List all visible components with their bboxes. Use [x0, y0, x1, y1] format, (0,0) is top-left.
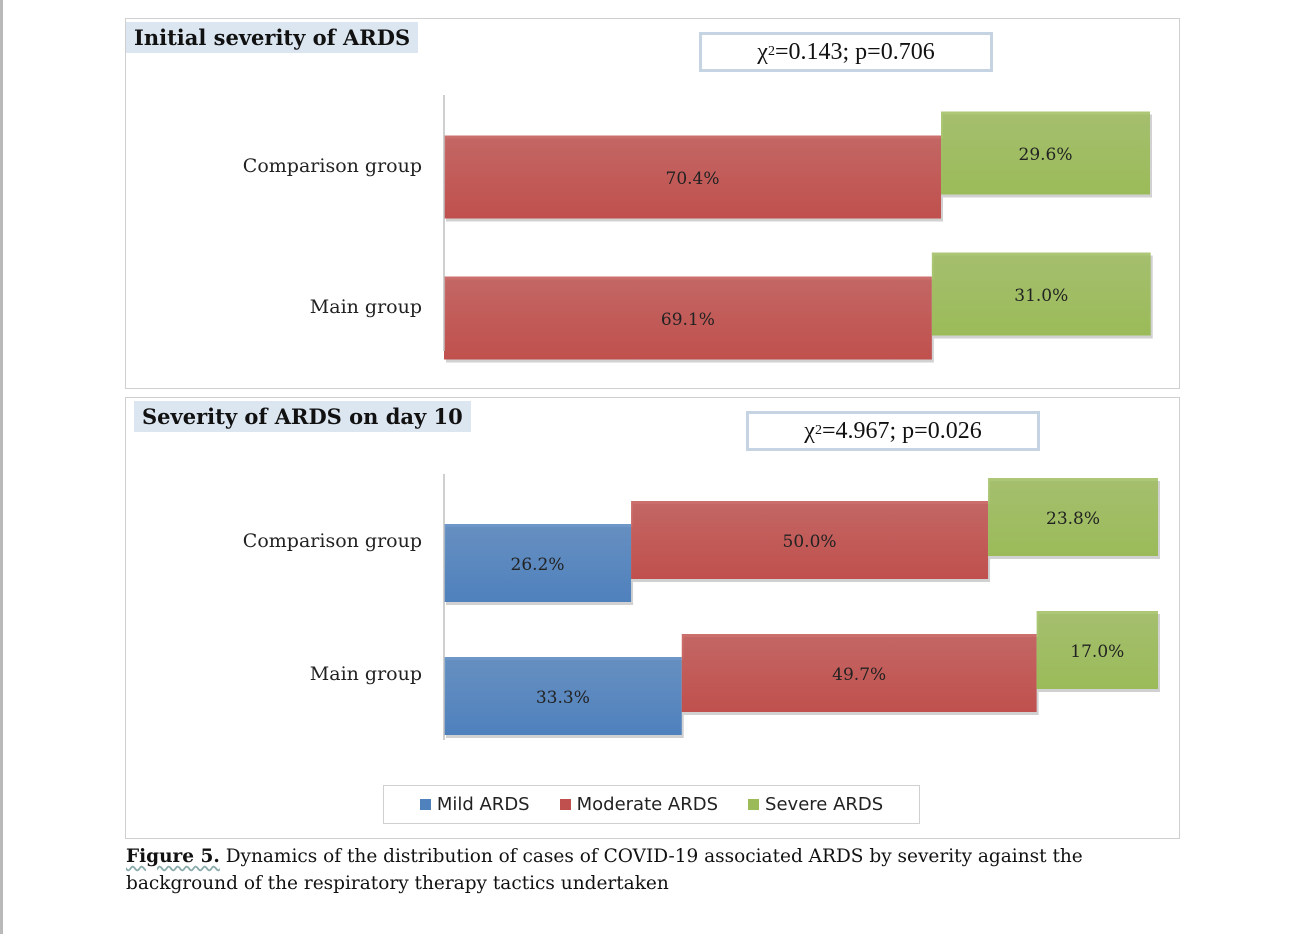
stat-box-day10: χ 2 =4.967; p=0.026 [746, 411, 1040, 451]
bar-mild-ards-comparison-group [444, 524, 632, 602]
data-label-severe-ards-main-group: 31.0% [1014, 286, 1068, 306]
category-label-comparison-group: Comparison group [243, 530, 422, 552]
chi-symbol: χ [757, 38, 768, 65]
legend-label-severe: Severe ARDS [765, 794, 884, 815]
figure-label: Figure 5. [126, 846, 220, 867]
bar-chart-day10: Comparison group 26.2% 50.0% 23.8% Main grou… [243, 474, 1160, 740]
bar-severe-ards-comparison-group [988, 478, 1158, 556]
chi-exponent: 2 [814, 423, 822, 438]
bar-mild-ards-main-group [444, 657, 682, 735]
stat-text: =4.967; p=0.026 [821, 417, 982, 444]
bar-severe-ards-main-group [1036, 611, 1158, 689]
bar-chart-initial: Comparison group 70.4% 29.6% Main group 69.1… [243, 95, 1153, 363]
legend-swatch-moderate [559, 799, 571, 810]
bar-moderate-ards-main-group [444, 276, 932, 360]
legend-item-mild: Mild ARDS [419, 794, 530, 815]
category-label-main-group: Main group [310, 296, 422, 318]
chi-exponent: 2 [767, 44, 775, 59]
legend-swatch-severe [748, 799, 760, 810]
data-label-moderate-ards-main-group: 69.1% [661, 310, 715, 330]
legend-swatch-mild [419, 799, 431, 810]
chart-title-day10: Severity of ARDS on day 10 [134, 401, 471, 432]
legend-label-moderate: Moderate ARDS [576, 794, 719, 815]
data-label-severe-ards-comparison-group: 23.8% [1046, 509, 1100, 529]
data-label-moderate-ards-main-group: 49.7% [832, 665, 886, 685]
bar-severe-ards-main-group [931, 252, 1151, 336]
data-label-moderate-ards-comparison-group: 50.0% [783, 532, 837, 552]
chart-panel-initial: Initial severity of ARDS χ 2 =0.143; p=0.7… [125, 18, 1180, 389]
bar-moderate-ards-comparison-group [631, 501, 989, 579]
chart-panel-day10: Severity of ARDS on day 10 χ 2 =4.967; p=0… [125, 397, 1180, 839]
data-label-severe-ards-main-group: 17.0% [1070, 642, 1124, 662]
stat-text: =0.143; p=0.706 [774, 38, 935, 65]
figure-caption: Figure 5. Dynamics of the distribution o… [126, 843, 1126, 897]
data-label-mild-ards-main-group: 33.3% [536, 688, 590, 708]
bar-moderate-ards-main-group [681, 634, 1037, 712]
chart-title-initial: Initial severity of ARDS [126, 22, 419, 53]
page-edge [0, 0, 3, 934]
category-label-main-group: Main group [310, 663, 422, 685]
legend-label-mild: Mild ARDS [436, 794, 530, 815]
stat-box-initial: χ 2 =0.143; p=0.706 [699, 32, 993, 72]
legend-item-moderate: Moderate ARDS [559, 794, 719, 815]
data-label-mild-ards-comparison-group: 26.2% [511, 555, 565, 575]
bar-moderate-ards-comparison-group [444, 135, 942, 219]
data-label-severe-ards-comparison-group: 29.6% [1019, 145, 1073, 165]
figure-caption-text: Dynamics of the distribution of cases of… [126, 846, 1083, 894]
data-label-moderate-ards-comparison-group: 70.4% [666, 169, 720, 189]
chart-legend: Mild ARDS Moderate ARDS Severe ARDS [383, 785, 920, 824]
legend-item-severe: Severe ARDS [748, 794, 883, 815]
bar-severe-ards-comparison-group [941, 111, 1150, 195]
category-label-comparison-group: Comparison group [243, 155, 422, 177]
chi-symbol: χ [804, 417, 815, 444]
